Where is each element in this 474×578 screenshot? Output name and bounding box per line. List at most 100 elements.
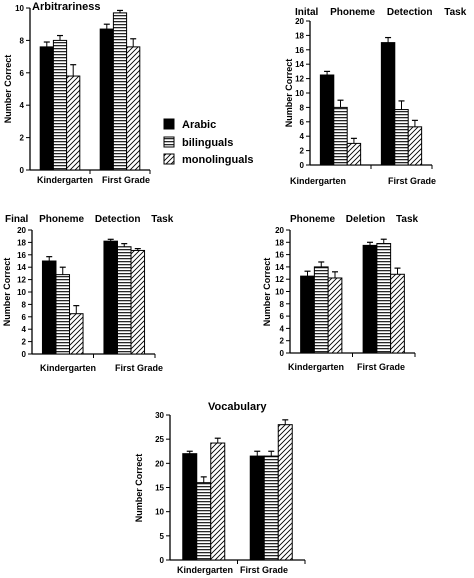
chart-title: Phoneme Deletion Task [290, 214, 419, 225]
bar-monolinguals [346, 142, 362, 166]
bar-bilinguals [196, 482, 212, 561]
y-tick-label: 18 [295, 31, 304, 40]
x-category-label: Kindergarten [37, 175, 93, 185]
y-tick-label: 4 [22, 325, 27, 334]
bar-arabic [300, 275, 315, 354]
bar-monolinguals [69, 313, 84, 355]
legend-swatch-arabic [163, 118, 175, 130]
y-tick-label: 2 [280, 337, 285, 346]
chart-final-phoneme-detection: Final Phoneme Detection Task Number Corr… [2, 214, 174, 373]
bar-arabic [249, 455, 265, 561]
bar-bilinguals [116, 246, 132, 355]
y-tick-label: 20 [155, 459, 164, 468]
y-tick-label: 8 [20, 36, 25, 45]
y-tick-label: 20 [275, 226, 284, 235]
bar-arabic [103, 240, 118, 355]
y-axis-label: Number Correct [284, 59, 294, 128]
chart-title: Arbitrariness [32, 1, 100, 13]
y-tick-label: 14 [275, 263, 284, 272]
y-tick-label: 4 [20, 101, 25, 110]
y-tick-label: 20 [17, 226, 26, 235]
x-category-label: First Grade [240, 565, 288, 575]
y-tick-label: 14 [17, 263, 26, 272]
bar-bilinguals [313, 266, 329, 354]
y-tick-label: 8 [22, 300, 27, 309]
y-tick-label: 10 [275, 288, 284, 297]
x-category-label: Kindergarten [288, 362, 344, 372]
y-axis-label: Number Correct [262, 258, 272, 327]
bar-monolinguals [327, 277, 343, 354]
y-tick-label: 0 [160, 556, 165, 565]
chart-title: Inital Phoneme Detection Task [295, 7, 467, 18]
y-tick-label: 18 [17, 238, 26, 247]
legend-swatch-monolinguals [163, 153, 175, 165]
bar-arabic [362, 244, 378, 354]
y-tick-label: 30 [155, 411, 164, 420]
y-axis-label: Number Correct [134, 454, 144, 523]
bar-monolinguals [407, 126, 423, 166]
bar-monolinguals [390, 273, 405, 354]
y-tick-label: 14 [295, 60, 304, 69]
y-tick-label: 12 [17, 276, 26, 285]
y-tick-label: 12 [275, 275, 284, 284]
y-tick-label: 4 [280, 324, 285, 333]
bar-monolinguals [210, 442, 226, 561]
legend-label-monolinguals: monolinguals [182, 154, 254, 166]
y-tick-label: 8 [300, 103, 305, 112]
legend-label-bilinguals: bilinguals [182, 137, 233, 149]
bar-bilinguals [112, 12, 128, 171]
bar-bilinguals [394, 109, 409, 166]
x-category-label: Kindergarten [40, 363, 96, 373]
legend-swatch-bilinguals [163, 136, 175, 148]
y-tick-label: 8 [280, 300, 285, 309]
y-axis-label: Number Correct [2, 258, 12, 327]
bar-monolinguals [126, 46, 141, 171]
y-tick-label: 6 [280, 312, 285, 321]
x-category-label: First Grade [388, 176, 436, 186]
bar-bilinguals [263, 455, 279, 561]
bar-bilinguals [333, 106, 348, 166]
x-category-label: First Grade [115, 363, 163, 373]
y-tick-label: 5 [160, 532, 165, 541]
y-tick-label: 6 [20, 69, 25, 78]
y-tick-label: 10 [155, 508, 164, 517]
y-tick-label: 12 [295, 75, 304, 84]
bar-bilinguals [376, 243, 392, 354]
y-tick-label: 16 [17, 251, 26, 260]
y-tick-label: 0 [20, 166, 25, 175]
chart-arbitrariness: Arbitrariness Number Correct Kindergarte… [3, 1, 151, 185]
y-tick-label: 10 [15, 4, 24, 13]
bar-arabic [99, 28, 114, 171]
y-tick-label: 10 [295, 89, 304, 98]
y-tick-label: 0 [22, 350, 27, 359]
y-tick-label: 6 [22, 313, 27, 322]
x-category-label: First Grade [357, 362, 405, 372]
legend-label-arabic: Arabic [182, 119, 216, 131]
bar-arabic [39, 46, 54, 171]
y-tick-label: 2 [20, 134, 25, 143]
chart-initial-phoneme-detection: Inital Phoneme Detection Task Number Cor… [284, 7, 467, 186]
y-tick-label: 25 [155, 435, 164, 444]
bar-arabic [380, 42, 396, 166]
chart-title: Final Phoneme Detection Task [5, 214, 174, 225]
y-tick-label: 16 [295, 46, 304, 55]
bar-bilinguals [52, 39, 68, 171]
bar-bilinguals [55, 274, 71, 355]
y-tick-label: 10 [17, 288, 26, 297]
y-axis-label: Number Correct [3, 55, 13, 124]
y-tick-label: 15 [155, 484, 164, 493]
bar-arabic [41, 260, 57, 355]
chart-vocabulary: Vocabulary Number Correct Kindergarten F… [134, 401, 306, 575]
y-tick-label: 16 [275, 251, 284, 260]
y-tick-label: 2 [300, 147, 305, 156]
y-tick-label: 4 [300, 132, 305, 141]
bar-monolinguals [66, 75, 81, 171]
y-tick-label: 0 [300, 161, 305, 170]
x-category-label: Kindergarten [290, 176, 346, 186]
chart-title: Vocabulary [208, 401, 267, 413]
legend: Arabic bilinguals monolinguals [163, 118, 254, 166]
y-tick-label: 0 [280, 349, 285, 358]
bar-arabic [182, 453, 198, 561]
x-category-label: Kindergarten [177, 565, 233, 575]
